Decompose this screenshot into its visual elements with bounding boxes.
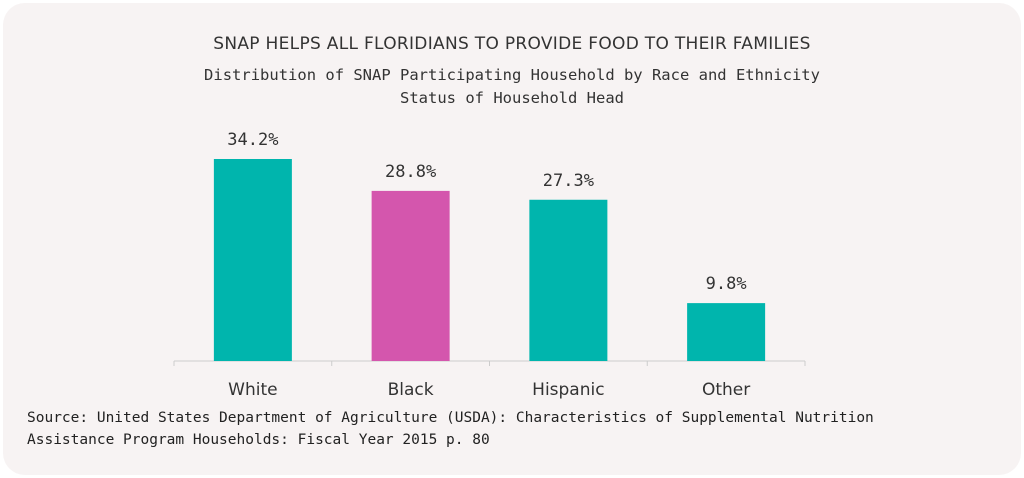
bar-white — [213, 159, 292, 361]
data-label: 27.3% — [543, 171, 594, 191]
chart-subtitle-line-1: Distribution of SNAP Participating House… — [204, 66, 820, 84]
chart-title: SNAP HELPS ALL FLORIDIANS TO PROVIDE FOO… — [213, 34, 811, 54]
bar-other — [687, 303, 766, 361]
data-label: 28.8% — [385, 162, 436, 182]
x-tick-label: Hispanic — [532, 380, 604, 400]
source-line-2: Assistance Program Households: Fiscal Ye… — [27, 432, 490, 448]
x-tick-label: Other — [702, 380, 750, 400]
x-tick-label: Black — [388, 380, 434, 400]
x-tick-label: White — [228, 380, 277, 400]
chart-subtitle-line-2: Status of Household Head — [400, 89, 624, 107]
bar-black — [371, 190, 450, 361]
data-label: 9.8% — [706, 274, 747, 294]
data-label: 34.2% — [227, 130, 278, 150]
bar-hispanic — [529, 199, 608, 361]
source-line-1: Source: United States Department of Agri… — [27, 410, 874, 426]
chart-card — [3, 3, 1021, 475]
